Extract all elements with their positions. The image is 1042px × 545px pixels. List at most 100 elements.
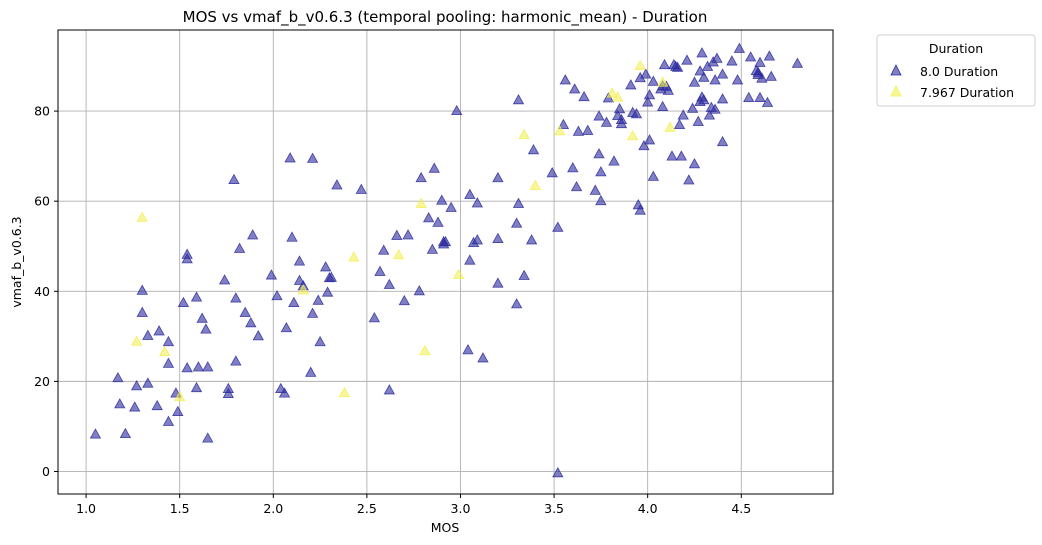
data-point [190, 381, 203, 393]
data-point [426, 243, 439, 254]
data-point [393, 248, 405, 260]
legend-box [876, 34, 1036, 107]
data-point [559, 74, 571, 85]
data-point [671, 61, 684, 72]
data-point [600, 116, 613, 127]
x-tick-label: 4.5 [731, 501, 751, 516]
data-point [451, 104, 463, 116]
data-point [625, 79, 637, 90]
data-point [688, 76, 701, 87]
x-tick-label: 1.0 [76, 501, 96, 516]
data-point [252, 330, 264, 341]
data-point [314, 335, 326, 347]
data-point [415, 171, 427, 183]
y-tick-label: 80 [34, 104, 50, 119]
data-point [432, 216, 444, 227]
data-point [554, 125, 566, 136]
data-point [415, 197, 427, 208]
data-point [162, 335, 175, 347]
data-point [172, 405, 184, 416]
grid-lines [58, 30, 833, 494]
data-point [612, 91, 624, 102]
data-point [692, 115, 704, 126]
data-point [436, 194, 448, 205]
data-point [518, 269, 530, 280]
x-axis-label: MOS [431, 520, 460, 535]
data-point [112, 371, 124, 383]
data-point [709, 103, 721, 114]
data-point [271, 289, 283, 301]
data-point [602, 92, 615, 103]
data-point [658, 58, 671, 70]
data-point [791, 57, 804, 68]
data-point [119, 427, 132, 439]
legend-marker-series-2 [890, 85, 902, 97]
data-point [666, 150, 678, 161]
data-point [761, 96, 774, 107]
data-point [464, 188, 476, 199]
legend-marker-series-1 [890, 64, 902, 76]
data-point [312, 294, 324, 305]
data-point [320, 261, 332, 272]
data-point [196, 312, 208, 323]
data-point [578, 90, 590, 102]
chart-title: MOS vs vmaf_b_v0.6.3 (temporal pooling: … [183, 8, 708, 27]
x-tick-label: 2.5 [357, 501, 377, 516]
data-point [613, 103, 626, 114]
data-point [744, 51, 757, 62]
data-point [647, 75, 659, 86]
data-point [419, 344, 431, 356]
data-point [716, 93, 729, 104]
data-point [348, 251, 360, 262]
data-point [662, 84, 674, 95]
legend-label-series-1: 8.0 Duration [920, 64, 998, 79]
data-point [471, 234, 484, 245]
data-point [756, 72, 768, 83]
data-point [130, 380, 143, 391]
data-point [222, 387, 235, 398]
data-point [439, 235, 452, 247]
data-point [378, 244, 390, 255]
legend-title: Duration [929, 41, 983, 56]
data-point [716, 68, 729, 79]
data-point [643, 89, 656, 100]
data-point [355, 183, 367, 194]
data-point [688, 157, 701, 169]
x-tick-label: 3.0 [451, 501, 471, 516]
data-point [202, 432, 214, 443]
data-point [471, 197, 484, 208]
data-point [142, 377, 154, 388]
data-point [325, 271, 337, 282]
y-tick-label: 40 [34, 284, 50, 299]
data-point [162, 357, 175, 368]
data-point [286, 231, 298, 242]
data-point [615, 117, 628, 129]
data-point [280, 321, 293, 333]
data-point [698, 71, 710, 82]
data-point [733, 42, 746, 53]
data-point [716, 135, 729, 147]
data-point [278, 387, 291, 398]
data-point [398, 294, 410, 306]
data-point [552, 221, 564, 232]
data-point [338, 386, 351, 398]
data-point [114, 398, 126, 409]
data-point [288, 296, 300, 307]
data-point [568, 83, 581, 94]
x-tick-label: 3.5 [544, 501, 564, 516]
data-point [331, 179, 343, 190]
y-tick-label: 0 [42, 464, 50, 479]
data-points [89, 42, 804, 478]
data-point [593, 110, 605, 121]
data-point [589, 184, 601, 195]
data-point [181, 253, 193, 264]
data-point [368, 312, 381, 323]
data-point [245, 316, 257, 328]
data-point [709, 74, 721, 85]
data-point [374, 265, 386, 276]
data-point [413, 285, 425, 296]
data-point [452, 268, 465, 280]
data-point [129, 401, 141, 412]
data-point [527, 144, 540, 155]
